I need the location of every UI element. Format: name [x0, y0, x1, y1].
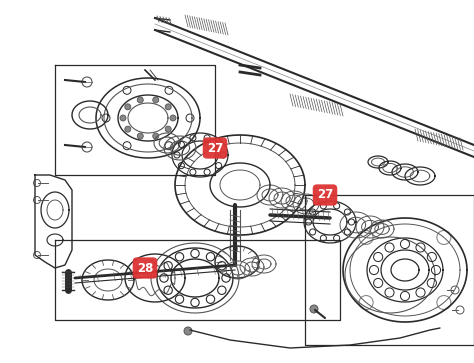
- Text: 27: 27: [207, 142, 223, 155]
- Circle shape: [170, 115, 176, 121]
- Circle shape: [137, 133, 143, 139]
- Circle shape: [310, 305, 318, 313]
- Circle shape: [153, 97, 159, 103]
- Circle shape: [137, 97, 143, 103]
- Text: 27: 27: [317, 188, 333, 201]
- Circle shape: [153, 133, 159, 139]
- Circle shape: [165, 104, 171, 110]
- Circle shape: [125, 126, 131, 132]
- Circle shape: [437, 295, 451, 310]
- Circle shape: [184, 327, 192, 335]
- Circle shape: [359, 295, 373, 310]
- Text: 28: 28: [137, 261, 153, 274]
- Circle shape: [120, 115, 126, 121]
- Circle shape: [359, 231, 373, 244]
- Circle shape: [125, 104, 131, 110]
- Circle shape: [165, 126, 171, 132]
- Circle shape: [437, 231, 451, 244]
